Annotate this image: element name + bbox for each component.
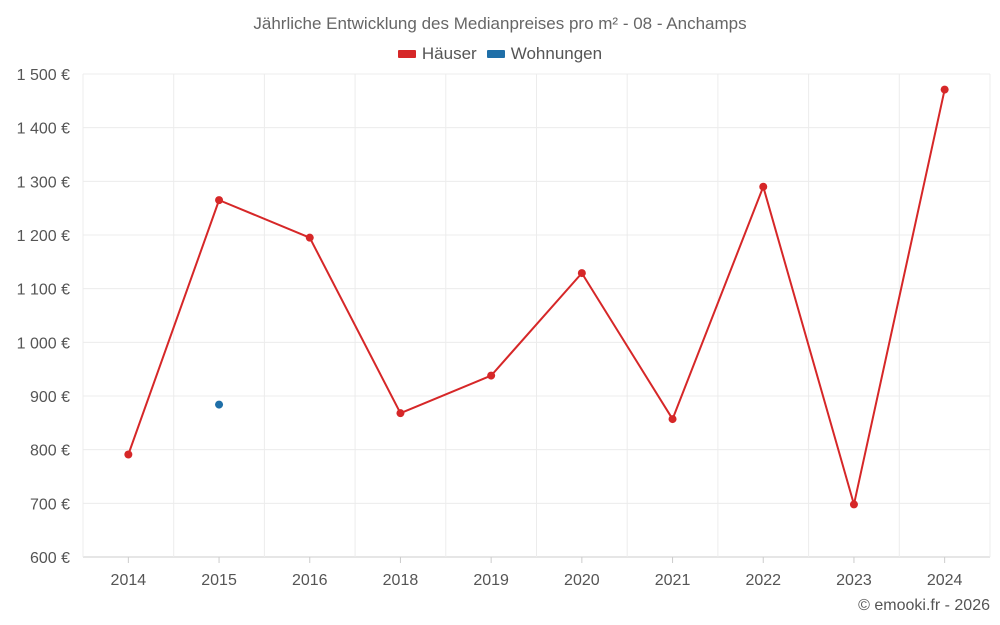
- x-tick-label: 2021: [655, 572, 691, 589]
- y-tick-label: 1 300 €: [17, 174, 70, 191]
- data-point-haeuser[interactable]: [668, 415, 677, 424]
- data-point-wohnungen[interactable]: [215, 400, 224, 409]
- x-tick-label: 2023: [836, 572, 872, 589]
- legend-label-haeuser: Häuser: [421, 44, 477, 63]
- x-tick-label: 2018: [383, 572, 419, 589]
- credit-text: © emooki.fr - 2026: [858, 597, 990, 614]
- x-tick-label: 2019: [473, 572, 509, 589]
- data-point-haeuser[interactable]: [487, 371, 496, 380]
- legend-item-wohnungen[interactable]: Wohnungen: [486, 44, 603, 64]
- y-tick-label: 800 €: [30, 443, 70, 460]
- y-tick-label: 1 500 €: [17, 67, 70, 84]
- data-point-haeuser[interactable]: [849, 500, 858, 509]
- data-point-haeuser[interactable]: [396, 409, 405, 418]
- legend: Häuser Wohnungen: [0, 44, 1000, 64]
- legend-label-wohnungen: Wohnungen: [510, 44, 603, 63]
- y-tick-label: 1 100 €: [17, 282, 70, 299]
- legend-swatch-haeuser: [397, 50, 416, 58]
- data-point-haeuser[interactable]: [215, 196, 224, 205]
- y-tick-label: 1 000 €: [17, 335, 70, 352]
- data-point-haeuser[interactable]: [305, 233, 314, 242]
- y-tick-label: 1 400 €: [17, 121, 70, 138]
- x-tick-label: 2015: [201, 572, 237, 589]
- y-tick-label: 1 200 €: [17, 228, 70, 245]
- data-point-haeuser[interactable]: [577, 269, 586, 278]
- y-tick-label: 700 €: [30, 496, 70, 513]
- x-tick-label: 2020: [564, 572, 600, 589]
- x-tick-label: 2016: [292, 572, 328, 589]
- x-tick-label: 2014: [111, 572, 147, 589]
- legend-item-haeuser[interactable]: Häuser: [397, 44, 477, 64]
- series-line-haeuser: [127, 89, 946, 506]
- y-tick-label: 600 €: [30, 550, 70, 567]
- x-tick-label: 2022: [745, 572, 781, 589]
- y-tick-label: 900 €: [30, 389, 70, 406]
- legend-swatch-wohnungen: [486, 50, 505, 58]
- chart-title: Jährliche Entwicklung des Medianpreises …: [253, 14, 747, 33]
- data-point-haeuser[interactable]: [124, 450, 133, 459]
- x-tick-label: 2024: [927, 572, 963, 589]
- data-point-haeuser[interactable]: [759, 182, 768, 191]
- data-point-haeuser[interactable]: [940, 85, 949, 94]
